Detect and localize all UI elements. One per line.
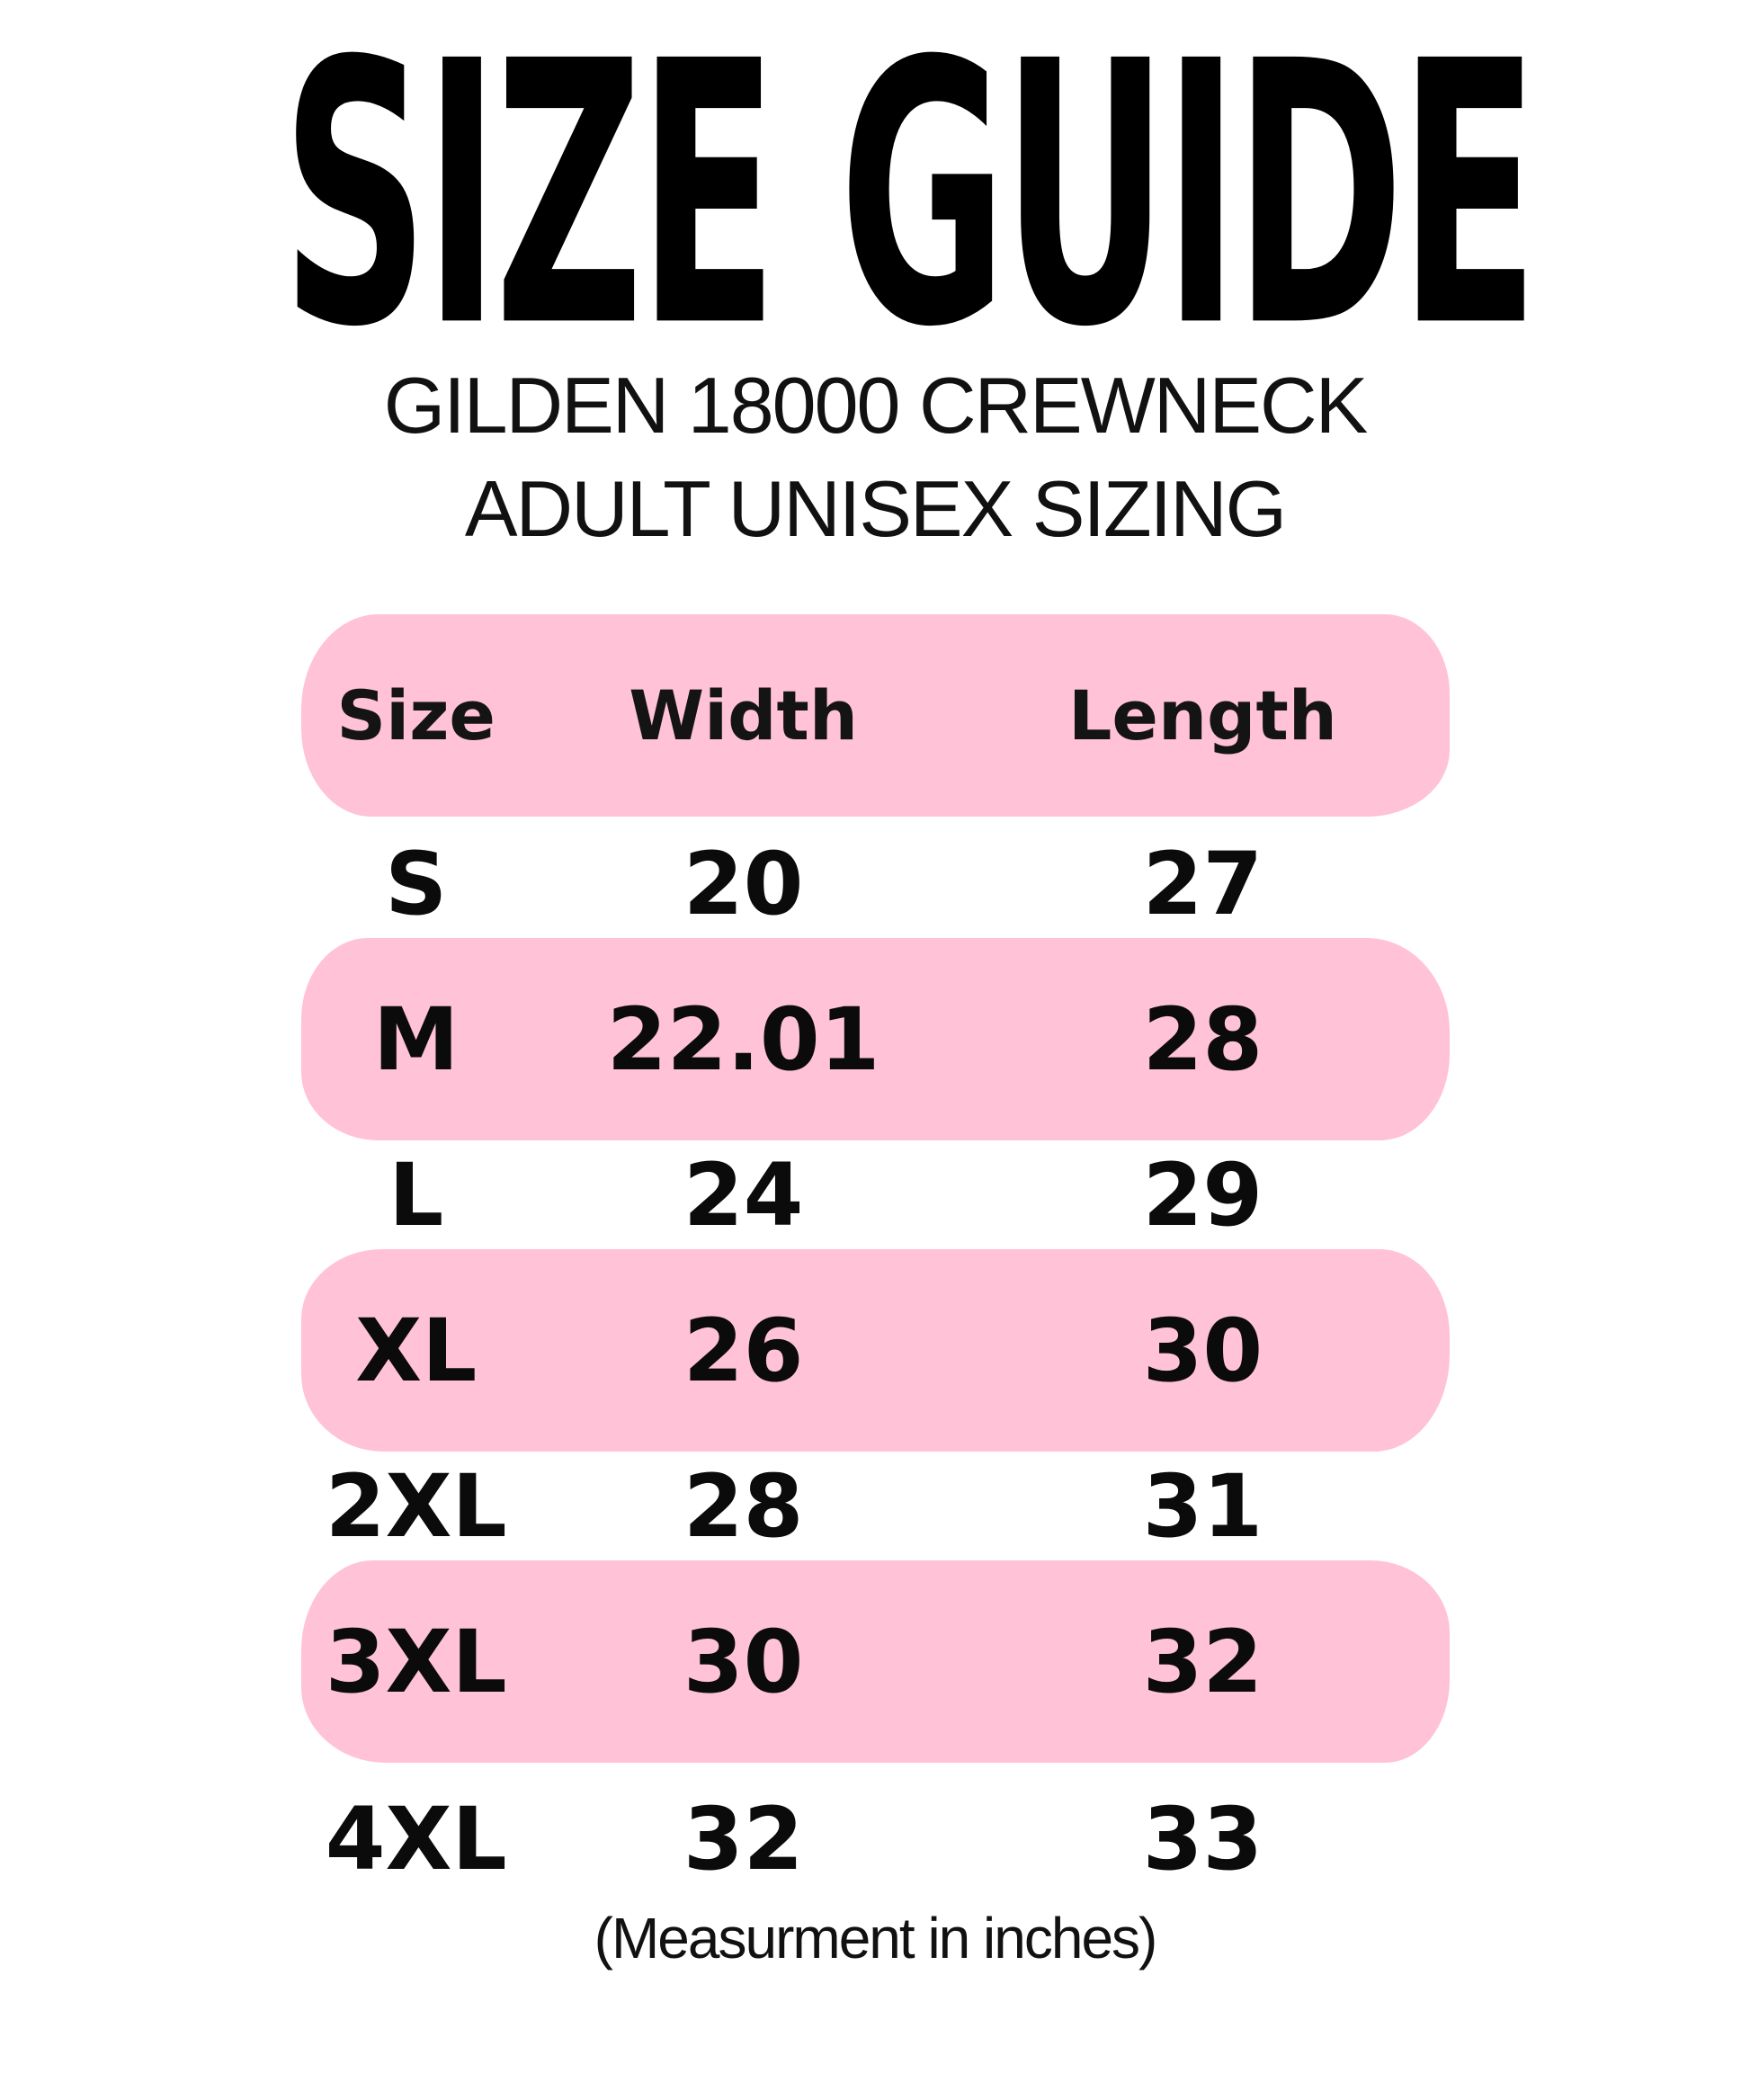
table-row-3xl: 3XL 30 32 <box>301 1560 1450 1763</box>
table-header-row: Size Width Length <box>301 614 1450 817</box>
header-cell-length: Length <box>1067 675 1337 755</box>
cell-length: 28 <box>1142 988 1263 1090</box>
cell-length: 27 <box>1142 833 1263 934</box>
cell-size: M <box>372 988 460 1090</box>
size-table: Size Width Length S 20 27 M 22.01 28 L 2… <box>301 614 1450 1916</box>
cell-width: 22.01 <box>606 988 880 1090</box>
table-row-l: L 24 29 <box>301 1140 1450 1249</box>
cell-length: 33 <box>1142 1789 1263 1890</box>
cell-size: L <box>388 1144 444 1246</box>
cell-length: 30 <box>1142 1300 1263 1401</box>
page-title: SIZE GUIDE <box>281 0 1539 407</box>
cell-length: 29 <box>1142 1144 1263 1246</box>
header-cell-width: Width <box>629 675 858 755</box>
header-cell-size: Size <box>336 675 496 755</box>
cell-width: 32 <box>683 1789 804 1890</box>
cell-width: 24 <box>683 1144 804 1246</box>
table-row-m: M 22.01 28 <box>301 938 1450 1140</box>
measurement-note: (Measurment in inches) <box>594 1906 1158 1970</box>
subtitle-line-1: GILDEN 18000 CREWNECK <box>383 361 1369 450</box>
cell-size: XL <box>355 1300 478 1401</box>
table-row-4xl: 4XL 32 33 <box>301 1763 1450 1916</box>
cell-size: 4XL <box>325 1789 507 1890</box>
cell-size: 2XL <box>325 1455 507 1557</box>
cell-length: 31 <box>1142 1455 1263 1557</box>
title-wrap: SIZE GUIDE <box>0 14 1750 377</box>
cell-size: S <box>385 833 448 934</box>
table-row-xl: XL 26 30 <box>301 1249 1450 1452</box>
cell-width: 28 <box>683 1455 804 1557</box>
cell-size: 3XL <box>325 1611 507 1712</box>
subtitle-line-2: ADULT UNISEX SIZING <box>464 464 1287 553</box>
table-row-2xl: 2XL 28 31 <box>301 1452 1450 1560</box>
cell-width: 30 <box>683 1611 804 1712</box>
cell-width: 26 <box>683 1300 804 1401</box>
cell-width: 20 <box>683 833 804 934</box>
cell-length: 32 <box>1142 1611 1263 1712</box>
table-row-s: S 20 27 <box>301 817 1450 938</box>
